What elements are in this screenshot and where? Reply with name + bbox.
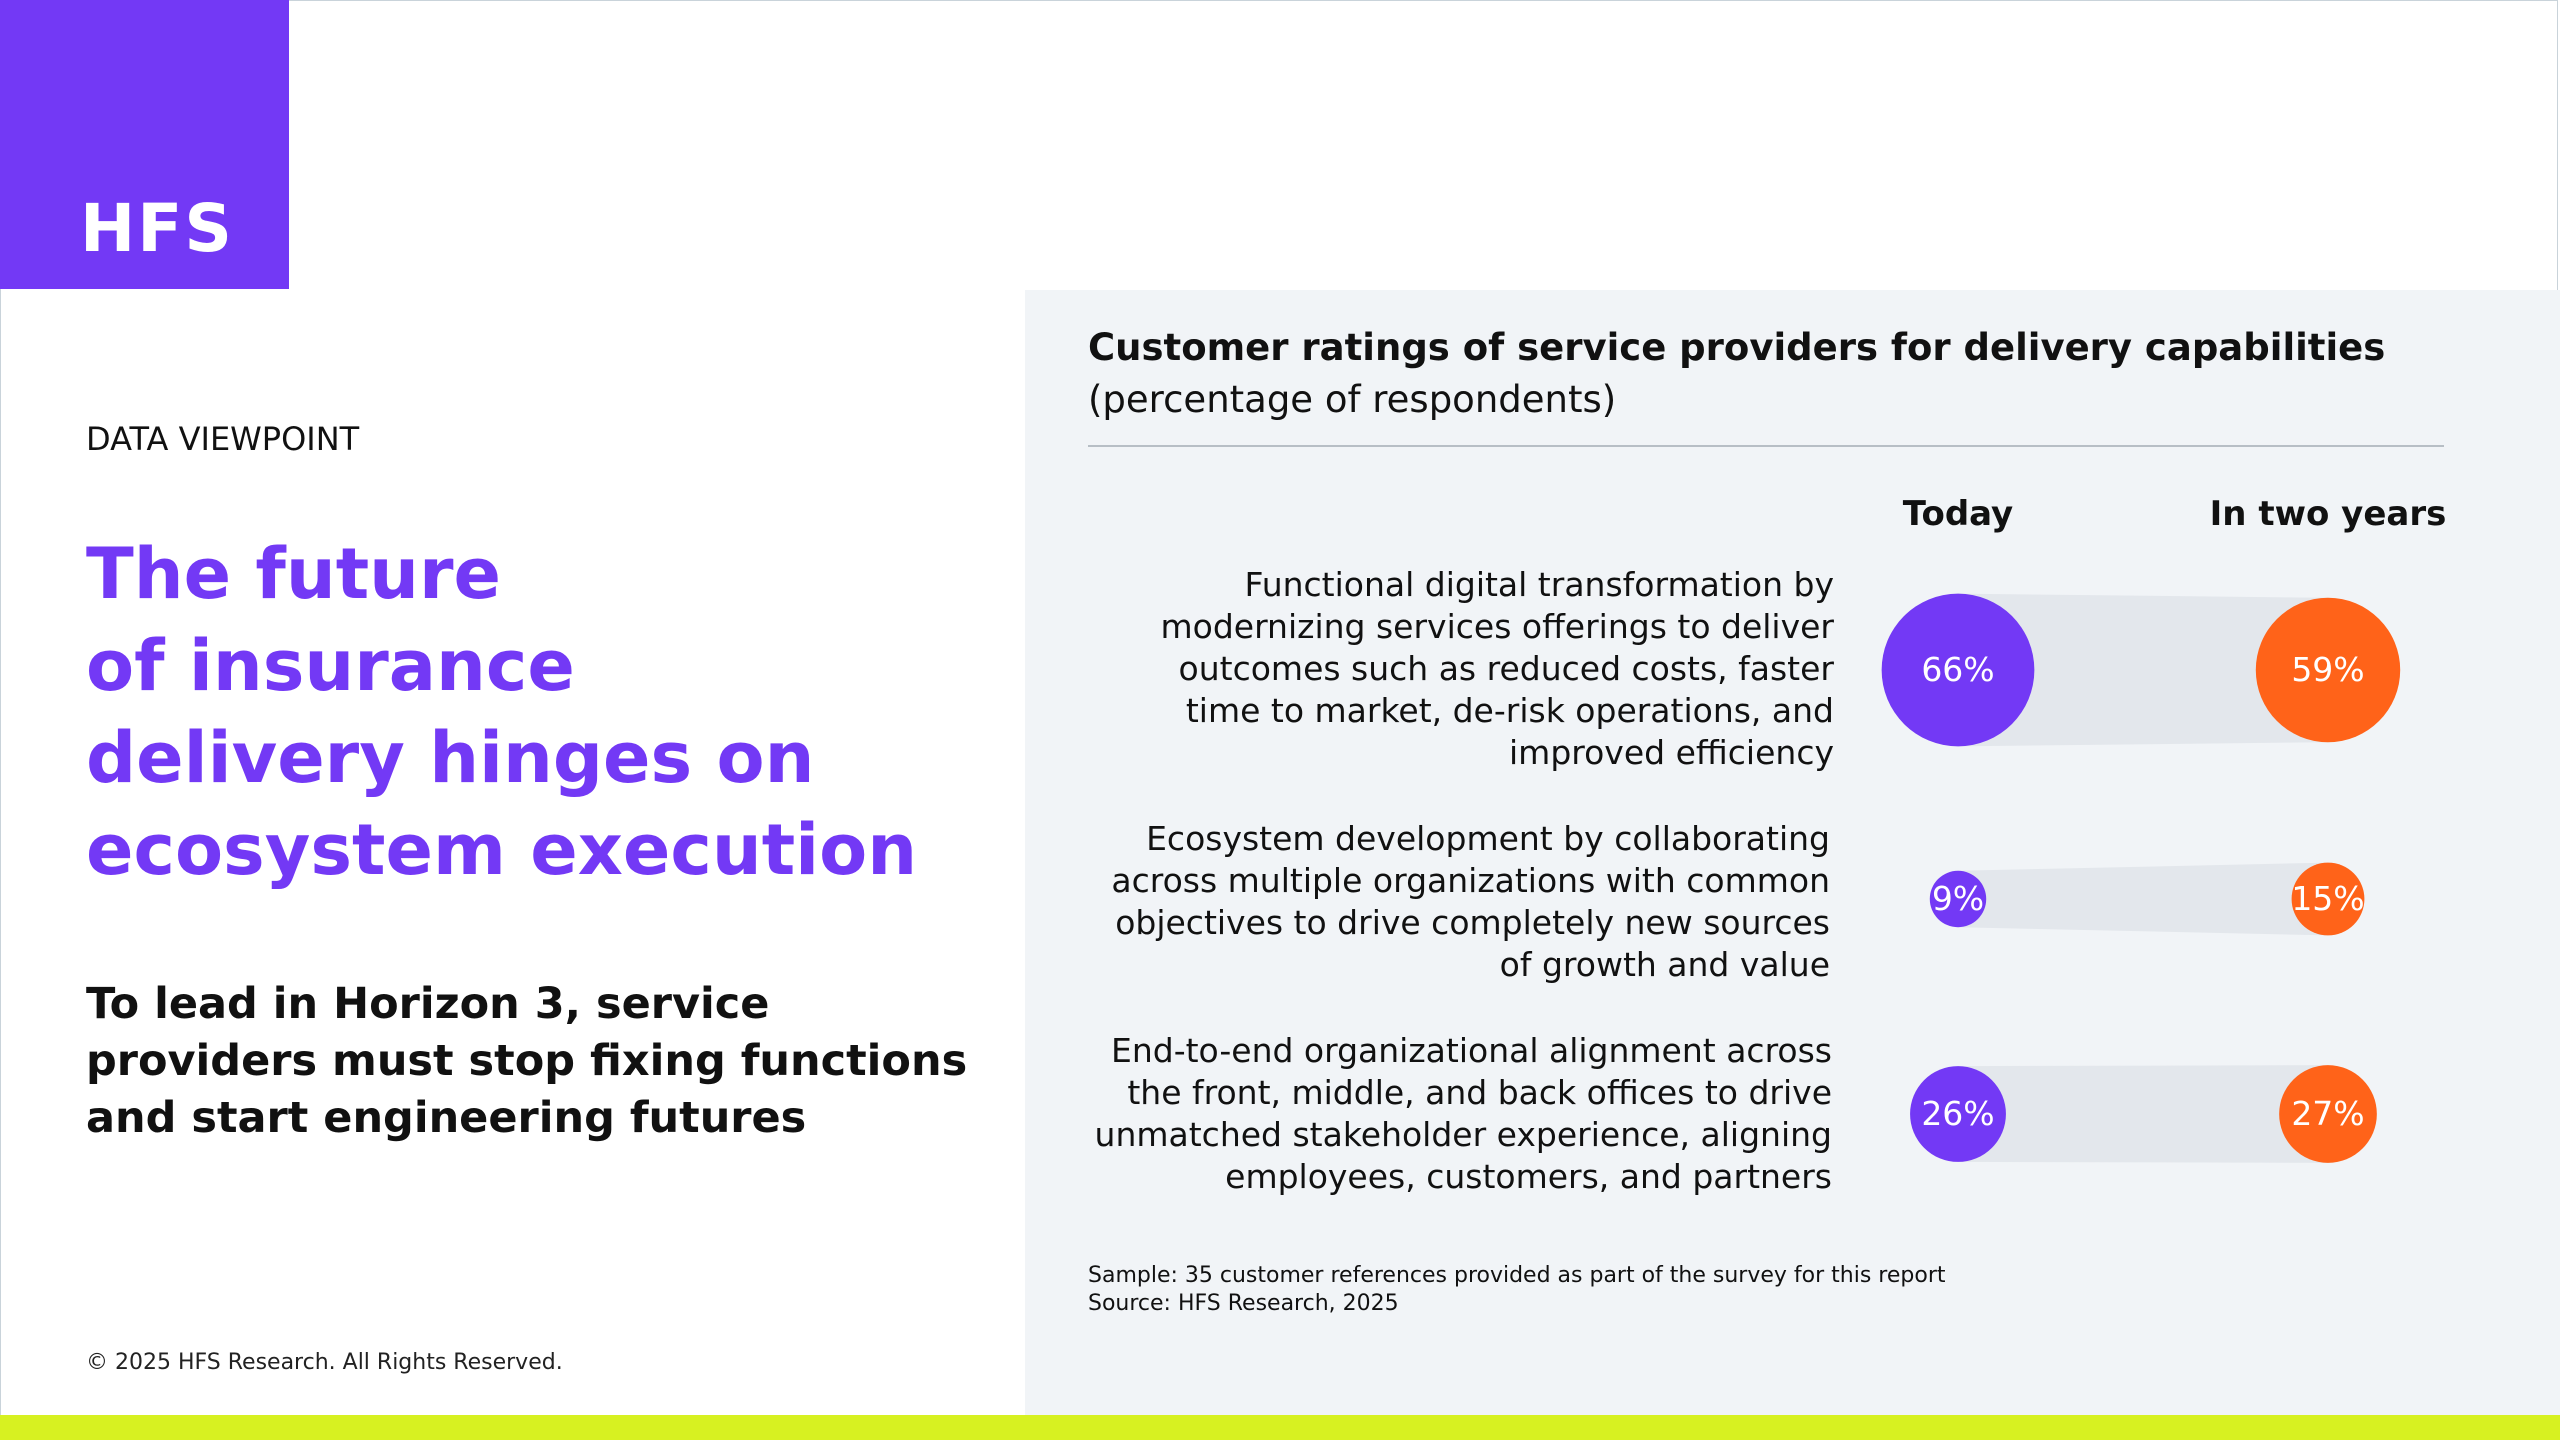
title-divider bbox=[1088, 445, 2444, 447]
chart-panel bbox=[1025, 290, 2560, 1415]
headline: The future of insurance delivery hinges … bbox=[86, 528, 986, 896]
chart-source-notes: Sample: 35 customer references provided … bbox=[1088, 1262, 1945, 1318]
bubble-in-two-years bbox=[2291, 862, 2365, 936]
bubble-today bbox=[1929, 870, 1987, 928]
category-label-3: End-to-end organizational alignment acro… bbox=[1072, 1030, 1832, 1198]
data-label-today: 26% bbox=[1921, 1094, 1994, 1133]
hfs-logo-block: HFS bbox=[0, 0, 289, 289]
category-1-line-3: outcomes such as reduced costs, faster bbox=[1178, 649, 1834, 688]
sample-note: Sample: 35 customer references provided … bbox=[1088, 1263, 1946, 1288]
category-3-line-1: End-to-end organizational alignment acro… bbox=[1111, 1031, 1832, 1070]
category-1-line-5: improved efficiency bbox=[1509, 733, 1834, 772]
data-label-in-two-years: 59% bbox=[2291, 650, 2364, 689]
column-header-today: Today bbox=[1902, 494, 2014, 534]
bubble-today bbox=[1881, 593, 2035, 747]
headline-line-1: The future bbox=[86, 533, 502, 615]
category-2-line-2: across multiple organizations with commo… bbox=[1111, 861, 1830, 900]
chart-title: Customer ratings of service providers fo… bbox=[1088, 326, 2386, 369]
category-2-line-3: objectives to drive completely new sourc… bbox=[1115, 903, 1830, 942]
headline-line-3: delivery hinges on bbox=[86, 717, 815, 799]
bubble-in-two-years bbox=[2279, 1065, 2377, 1163]
data-label-in-two-years: 15% bbox=[2291, 879, 2364, 918]
data-label-today: 66% bbox=[1921, 650, 1994, 689]
category-label-1: Functional digital transformation by mod… bbox=[1074, 564, 1834, 774]
connector-band bbox=[1958, 862, 2328, 936]
connector-band bbox=[1958, 593, 2328, 747]
category-1-line-4: time to market, de-risk operations, and bbox=[1185, 691, 1834, 730]
column-header-in-two-years: In two years bbox=[2209, 494, 2447, 534]
data-label-in-two-years: 27% bbox=[2291, 1094, 2364, 1133]
hfs-logo-text: HFS bbox=[80, 190, 234, 267]
category-label-2: Ecosystem development by collaborating a… bbox=[1070, 818, 1830, 986]
connector-band bbox=[1958, 1065, 2328, 1163]
category-2-line-1: Ecosystem development by collaborating bbox=[1146, 819, 1830, 858]
source-note: Source: HFS Research, 2025 bbox=[1088, 1291, 1399, 1316]
category-3-line-2: the front, middle, and back offices to d… bbox=[1127, 1073, 1832, 1112]
category-3-line-4: employees, customers, and partners bbox=[1225, 1157, 1832, 1196]
copyright: © 2025 HFS Research. All Rights Reserved… bbox=[86, 1350, 563, 1375]
kicker-label: DATA VIEWPOINT bbox=[86, 420, 360, 458]
chart-subtitle: (percentage of respondents) bbox=[1088, 378, 1617, 421]
category-3-line-3: unmatched stakeholder experience, aligni… bbox=[1094, 1115, 1832, 1154]
category-1-line-2: modernizing services offerings to delive… bbox=[1160, 607, 1834, 646]
bubble-today bbox=[1910, 1066, 2006, 1162]
headline-line-4: ecosystem execution bbox=[86, 809, 918, 891]
data-label-today: 9% bbox=[1932, 879, 1984, 918]
bubble-in-two-years bbox=[2255, 597, 2401, 743]
category-2-line-4: of growth and value bbox=[1499, 945, 1830, 984]
category-1-line-1: Functional digital transformation by bbox=[1244, 565, 1834, 604]
subhead: To lead in Horizon 3, service providers … bbox=[86, 979, 968, 1143]
headline-line-2: of insurance bbox=[86, 625, 575, 707]
brand-bottom-bar bbox=[0, 1415, 2560, 1440]
